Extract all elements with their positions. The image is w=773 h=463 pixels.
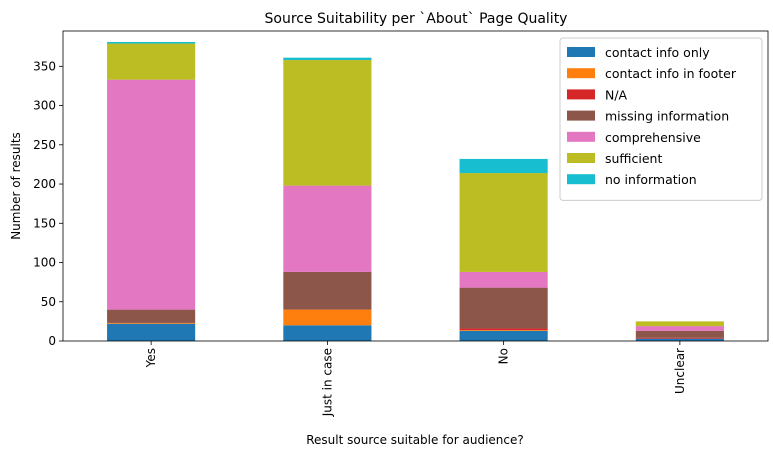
bar-yes-no-information — [107, 41, 196, 44]
legend-label-sufficient: sufficient — [605, 151, 662, 166]
legend-swatch-sufficient — [567, 153, 595, 163]
bar-yes-sufficient — [107, 43, 196, 80]
legend: contact info only contact info in footer N… — [559, 37, 763, 201]
bar-just-in-case-contact-info-in-footer — [283, 309, 372, 326]
bar-unclear-sufficient — [635, 321, 724, 327]
bar-yes-missing-information — [107, 309, 196, 323]
x-tick-label: No — [497, 348, 511, 364]
bar-no-contact-info-only — [459, 330, 548, 341]
bar-no-missing-information — [459, 287, 548, 329]
bar-just-in-case-comprehensive — [283, 185, 372, 272]
x-axis: Yes Just in case No Unclear — [144, 341, 687, 417]
legend-label-missing-information: missing information — [605, 109, 729, 124]
legend-label-comprehensive: comprehensive — [605, 130, 701, 145]
bar-no-sufficient — [459, 173, 548, 272]
y-tick-label: 300 — [33, 99, 56, 113]
chart-title: Source Suitability per `About` Page Qual… — [265, 11, 568, 27]
bar-yes-contact-info-in-footer — [107, 322, 196, 324]
y-axis-label: Number of results — [9, 132, 23, 240]
x-tick-label: Unclear — [673, 348, 687, 394]
bar-unclear-n-a — [635, 337, 724, 339]
y-tick-label: 100 — [33, 256, 56, 270]
plot-frame — [62, 30, 769, 342]
y-tick-label: 250 — [33, 138, 56, 152]
x-tick-label: Just in case — [320, 348, 334, 417]
legend-swatch-contact-info-only — [567, 47, 595, 57]
bars-layer — [107, 41, 724, 341]
bar-no-comprehensive — [459, 271, 548, 288]
bar-just-in-case-missing-information — [283, 271, 372, 310]
x-axis-label: Result source suitable for audience? — [306, 433, 524, 447]
legend-label-contact-info-only: contact info only — [605, 45, 710, 60]
y-axis: 0 50 100 150 200 250 300 350 — [33, 59, 63, 348]
legend-swatch-missing-information — [567, 110, 595, 121]
bar-unclear-contact-info-only — [635, 338, 724, 341]
y-tick-label: 200 — [33, 177, 56, 191]
bar-no-n-a — [459, 328, 548, 331]
legend-swatch-contact-info-in-footer — [567, 68, 595, 79]
legend-label-no-information: no information — [605, 172, 697, 187]
legend-swatch-comprehensive — [567, 131, 595, 142]
bar-no-contact-info-in-footer — [459, 330, 548, 331]
bar-just-in-case-no-information — [283, 57, 372, 61]
legend-swatch-no-information — [567, 174, 595, 185]
bar-yes-contact-info-only — [107, 323, 196, 341]
y-tick-label: 350 — [33, 59, 56, 73]
bar-unclear-comprehensive — [635, 326, 724, 331]
y-tick-label: 150 — [33, 216, 56, 230]
x-tick-label: Yes — [144, 348, 158, 368]
legend-frame — [559, 37, 763, 201]
legend-label-n-a: N/A — [605, 87, 628, 102]
bar-no-no-information — [459, 158, 548, 174]
legend-label-contact-info-in-footer: contact info in footer — [605, 66, 737, 81]
bar-unclear-missing-information — [635, 330, 724, 338]
legend-swatch-n-a — [567, 89, 595, 100]
bar-just-in-case-sufficient — [283, 60, 372, 186]
bar-just-in-case-contact-info-only — [283, 325, 372, 341]
y-tick-label: 0 — [48, 334, 56, 348]
bar-yes-comprehensive — [107, 79, 196, 310]
y-tick-label: 50 — [41, 295, 56, 309]
